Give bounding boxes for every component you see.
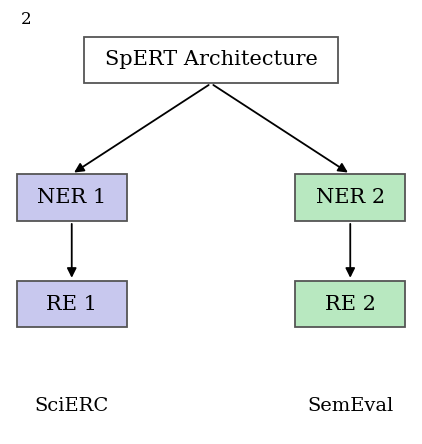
- Text: 2: 2: [21, 11, 32, 28]
- FancyBboxPatch shape: [17, 281, 127, 328]
- Text: SciERC: SciERC: [35, 397, 109, 415]
- Text: NER 2: NER 2: [316, 188, 385, 207]
- FancyBboxPatch shape: [295, 174, 405, 221]
- Text: RE 2: RE 2: [325, 295, 376, 313]
- Text: RE 1: RE 1: [46, 295, 97, 313]
- Text: SemEval: SemEval: [307, 397, 393, 415]
- Text: SpERT Architecture: SpERT Architecture: [105, 51, 317, 69]
- FancyBboxPatch shape: [295, 281, 405, 328]
- FancyBboxPatch shape: [84, 37, 338, 83]
- FancyBboxPatch shape: [17, 174, 127, 221]
- Text: NER 1: NER 1: [37, 188, 106, 207]
